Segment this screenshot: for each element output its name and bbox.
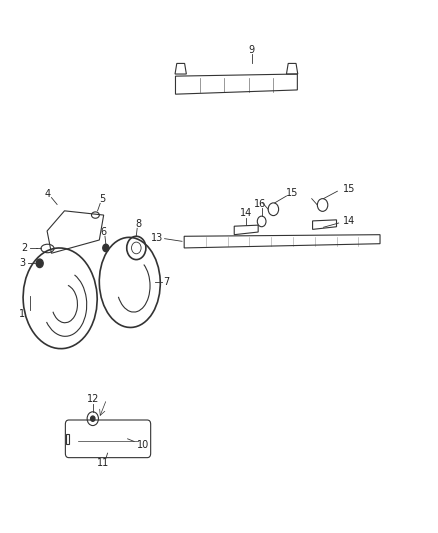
Text: 11: 11	[97, 458, 109, 467]
Text: 2: 2	[21, 244, 28, 254]
Circle shape	[36, 259, 43, 268]
Text: 15: 15	[286, 188, 298, 198]
Text: 7: 7	[164, 277, 170, 287]
Text: 16: 16	[254, 199, 266, 209]
Text: 6: 6	[100, 227, 106, 237]
Text: 4: 4	[45, 189, 50, 199]
Text: 8: 8	[135, 219, 141, 229]
Text: 13: 13	[151, 233, 163, 243]
Circle shape	[91, 416, 95, 421]
Text: 10: 10	[137, 440, 149, 450]
Text: 12: 12	[87, 394, 99, 404]
Circle shape	[103, 244, 109, 252]
Text: 3: 3	[20, 259, 26, 268]
Text: 1: 1	[19, 309, 25, 319]
Text: 5: 5	[99, 194, 106, 204]
Text: 9: 9	[249, 45, 255, 55]
Text: 14: 14	[343, 216, 356, 227]
Text: 15: 15	[343, 184, 356, 194]
Text: 14: 14	[240, 208, 252, 219]
